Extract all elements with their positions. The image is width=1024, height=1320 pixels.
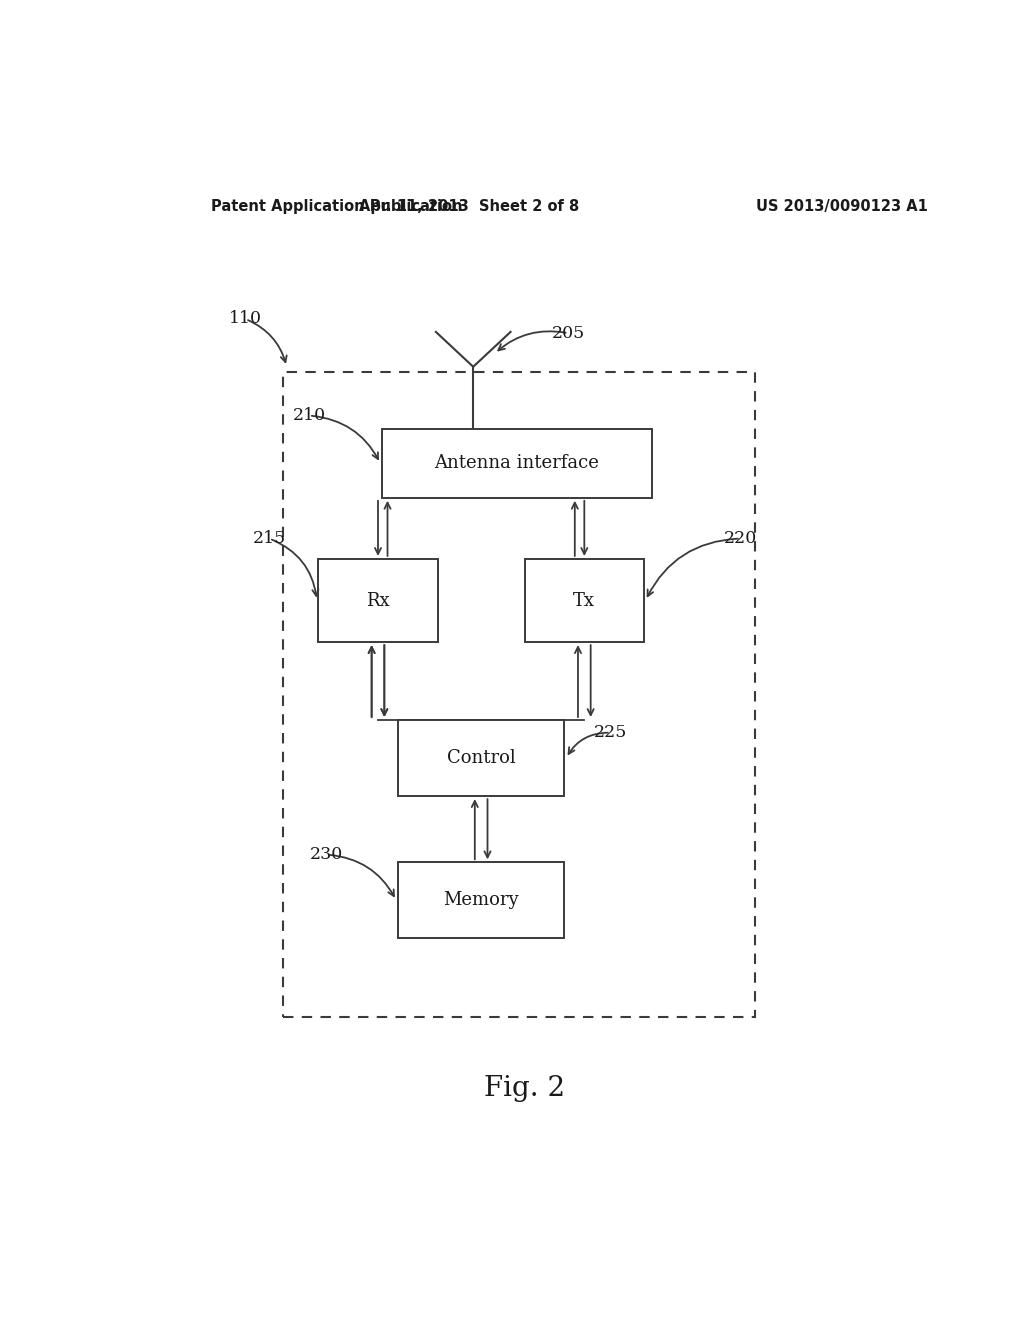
- Text: Apr. 11, 2013  Sheet 2 of 8: Apr. 11, 2013 Sheet 2 of 8: [359, 199, 580, 214]
- Text: US 2013/0090123 A1: US 2013/0090123 A1: [757, 199, 928, 214]
- Text: 225: 225: [594, 725, 627, 741]
- Text: 220: 220: [724, 531, 758, 546]
- Text: Rx: Rx: [367, 591, 390, 610]
- Bar: [524, 558, 644, 643]
- Text: 230: 230: [310, 846, 343, 863]
- Text: Control: Control: [446, 748, 515, 767]
- Bar: [283, 372, 755, 1018]
- Text: Patent Application Publication: Patent Application Publication: [211, 199, 463, 214]
- Bar: [382, 429, 651, 498]
- Bar: [397, 719, 564, 796]
- Text: Tx: Tx: [573, 591, 595, 610]
- Bar: [397, 862, 564, 939]
- Text: 210: 210: [293, 407, 326, 424]
- Text: Antenna interface: Antenna interface: [434, 454, 599, 473]
- Text: Fig. 2: Fig. 2: [484, 1074, 565, 1102]
- Text: 205: 205: [552, 325, 585, 342]
- Text: 110: 110: [229, 310, 262, 327]
- Bar: [318, 558, 437, 643]
- Text: Memory: Memory: [443, 891, 519, 909]
- Text: 215: 215: [253, 531, 286, 546]
